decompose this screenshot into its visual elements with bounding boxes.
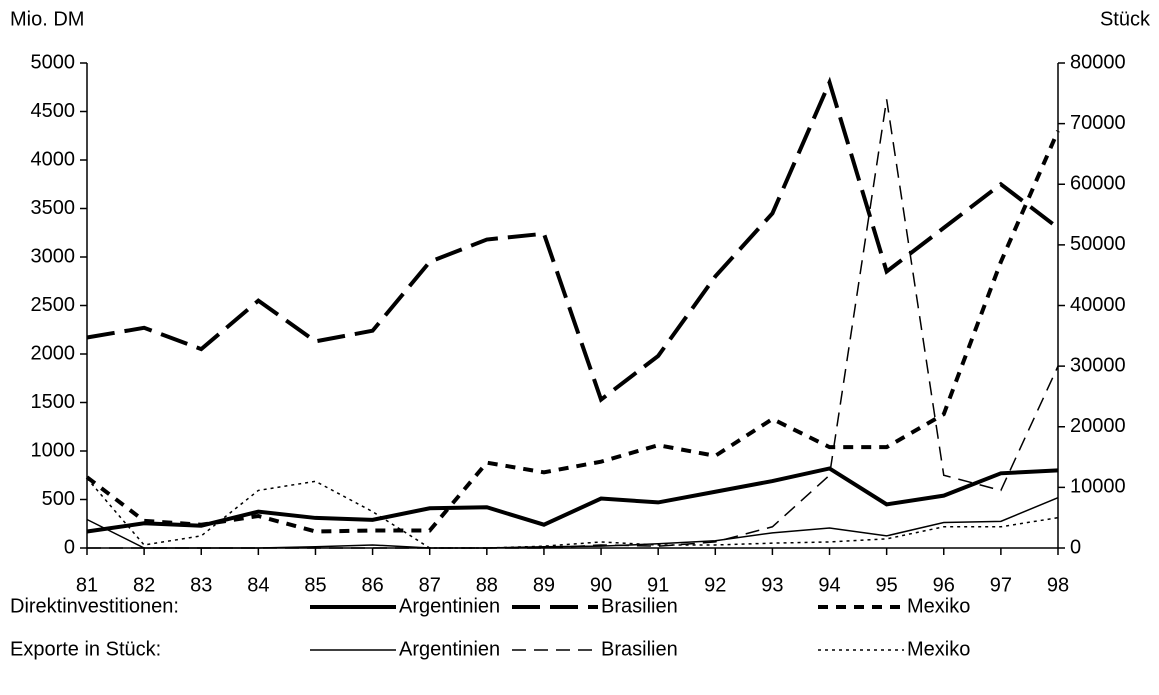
x-tick-label: 92	[704, 574, 726, 596]
x-tick-label: 93	[761, 574, 783, 596]
y2-tick-label: 10000	[1070, 476, 1126, 498]
y-tick-label: 3000	[31, 245, 76, 267]
series-line	[86, 477, 1059, 549]
y2-tick-label: 70000	[1070, 112, 1126, 134]
series-line	[87, 99, 1059, 549]
x-tick-label: 95	[876, 574, 898, 596]
y2-tick-label: 20000	[1070, 415, 1126, 437]
y-tick-label: 1500	[31, 391, 76, 413]
y-axis-label: Mio. DM	[10, 8, 84, 30]
x-tick-label: 85	[304, 574, 326, 596]
x-tick-label: 91	[647, 574, 669, 596]
legend-label: Brasilien	[601, 638, 678, 660]
legend-label: Mexiko	[907, 595, 970, 617]
y-tick-label: 4500	[31, 100, 76, 122]
y2-tick-label: 50000	[1070, 233, 1126, 255]
y-tick-label: 2000	[31, 342, 76, 364]
x-tick-label: 97	[990, 574, 1012, 596]
x-tick-label: 82	[133, 574, 155, 596]
legend-group-label: Exporte in Stück:	[10, 638, 161, 660]
y2-tick-label: 0	[1070, 536, 1081, 558]
y-tick-label: 3500	[31, 197, 76, 219]
series-line	[85, 130, 1060, 534]
x-tick-label: 98	[1047, 574, 1069, 596]
x-tick-label: 89	[533, 574, 555, 596]
legend-label: Brasilien	[601, 595, 678, 617]
y-tick-label: 0	[64, 536, 75, 558]
x-tick-label: 86	[361, 574, 383, 596]
y-tick-label: 5000	[31, 51, 76, 73]
series-line	[86, 76, 1060, 403]
legend-group-label: Direktinvestitionen:	[10, 595, 179, 617]
y2-tick-label: 80000	[1070, 51, 1126, 73]
y-tick-label: 2500	[31, 294, 76, 316]
y-tick-label: 500	[42, 488, 75, 510]
series-line	[86, 496, 1059, 549]
x-tick-label: 88	[476, 574, 498, 596]
legend-label: Mexiko	[907, 638, 970, 660]
x-tick-label: 81	[76, 574, 98, 596]
x-tick-label: 96	[933, 574, 955, 596]
series-line	[86, 466, 1059, 534]
y2-tick-label: 30000	[1070, 354, 1126, 376]
x-tick-label: 84	[247, 574, 269, 596]
x-tick-label: 87	[419, 574, 441, 596]
y2-tick-label: 40000	[1070, 294, 1126, 316]
y2-tick-label: 60000	[1070, 173, 1126, 195]
legend-label: Argentinien	[399, 595, 500, 617]
y-tick-label: 1000	[31, 439, 76, 461]
x-tick-label: 94	[818, 574, 840, 596]
y2-axis-label: Stück	[1100, 8, 1151, 30]
legend-label: Argentinien	[399, 638, 500, 660]
x-tick-label: 83	[190, 574, 212, 596]
y-tick-label: 4000	[31, 148, 76, 170]
x-tick-label: 90	[590, 574, 612, 596]
